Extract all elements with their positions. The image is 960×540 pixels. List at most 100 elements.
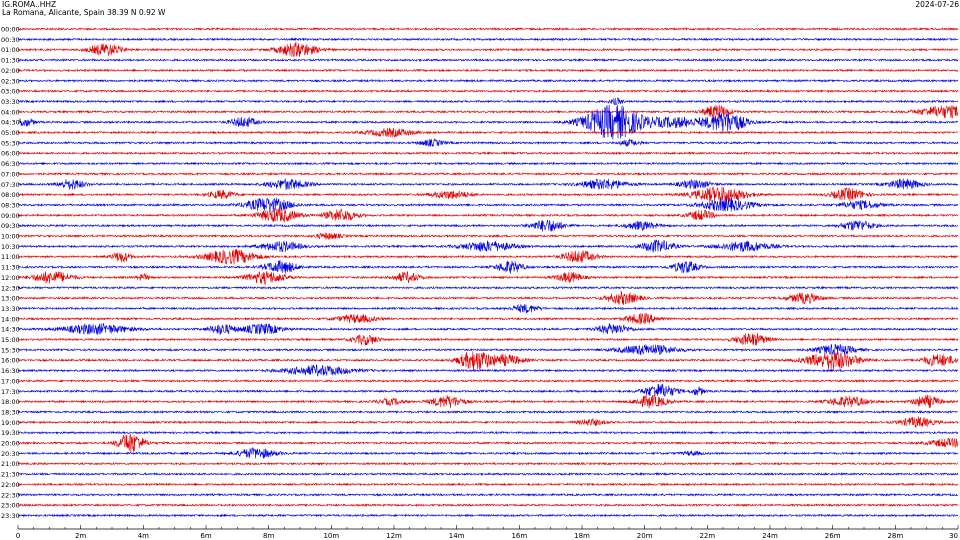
row-label: 08:00 <box>1 191 20 199</box>
trace-row-0730 <box>17 178 959 191</box>
trace-row-0030 <box>17 37 959 42</box>
row-label: 05:00 <box>1 129 20 137</box>
row-label: 18:30 <box>1 408 20 416</box>
x-tick-label: 6m <box>200 532 211 540</box>
x-tick-label: 18m <box>574 532 590 540</box>
trace-row-1430 <box>17 322 959 336</box>
station-id: IG.ROMA..HHZ <box>2 0 57 9</box>
trace-row-0630 <box>17 161 959 166</box>
x-tick-label: 24m <box>762 532 778 540</box>
trace-group <box>17 26 959 518</box>
trace-row-0130 <box>18 58 959 63</box>
row-label: 20:30 <box>1 450 20 458</box>
row-label: 06:00 <box>1 150 20 158</box>
row-label: 21:30 <box>1 471 20 479</box>
x-tick-label: 14m <box>449 532 465 540</box>
x-tick-label: 16m <box>511 532 527 540</box>
trace-row-1130 <box>17 259 959 274</box>
trace-row-1200 <box>17 271 959 285</box>
x-tick-label: 22m <box>699 532 715 540</box>
trace-row-0530 <box>17 138 959 148</box>
row-label: 02:30 <box>1 77 20 85</box>
x-tick-label: 10m <box>323 532 339 540</box>
row-label: 03:30 <box>1 98 20 106</box>
row-label: 05:30 <box>1 139 20 147</box>
trace-row-0830 <box>17 197 959 213</box>
row-label: 21:00 <box>1 460 20 468</box>
trace-row-1530 <box>18 343 959 356</box>
trace-row-0430 <box>17 104 959 140</box>
trace-row-0300 <box>17 89 959 94</box>
row-label: 22:30 <box>1 491 20 499</box>
trace-row-0100 <box>17 41 959 58</box>
trace-row-0230 <box>17 78 959 83</box>
trace-row-0400 <box>17 104 959 119</box>
trace-row-1730 <box>17 383 959 397</box>
row-label: 12:00 <box>1 274 20 282</box>
trace-row-1100 <box>17 249 959 265</box>
trace-row-1030 <box>17 239 959 253</box>
trace-row-2130 <box>17 472 959 477</box>
trace-row-0600 <box>17 151 959 156</box>
x-tick-label: 26m <box>825 532 841 540</box>
row-label-group: 00:00 00:30 01:00 01:30 02:00 02:30 03:00 03:30… <box>1 26 20 520</box>
row-label: 10:00 <box>1 233 20 241</box>
x-tick-label: 2m <box>75 532 86 540</box>
row-label: 20:00 <box>1 440 20 448</box>
row-label: 12:30 <box>1 284 20 292</box>
row-label: 00:30 <box>1 36 20 44</box>
row-label: 22:00 <box>1 481 20 489</box>
trace-row-1500 <box>17 332 959 346</box>
row-label: 07:00 <box>1 170 20 178</box>
row-label: 15:00 <box>1 336 20 344</box>
row-label: 23:30 <box>1 512 20 520</box>
row-label: 09:30 <box>1 222 20 230</box>
row-label: 23:00 <box>1 502 20 510</box>
x-tick-label: 4m <box>138 532 149 540</box>
row-label: 19:30 <box>1 429 20 437</box>
row-label: 14:30 <box>1 326 20 334</box>
x-axis: 0 2m 4m 6m 8m 10m 12m 14m 16m 18m 20m 22m 24m 26m 28m 3… <box>16 525 959 540</box>
trace-row-0000 <box>17 26 959 32</box>
row-label: 04:30 <box>1 119 20 127</box>
trace-row-0930 <box>17 219 959 232</box>
row-label: 13:30 <box>1 305 20 313</box>
trace-row-2330 <box>17 513 959 518</box>
row-label: 14:00 <box>1 315 20 323</box>
row-label: 06:30 <box>1 160 20 168</box>
trace-row-0700 <box>17 171 959 176</box>
trace-row-2100 <box>17 461 959 466</box>
row-label: 11:30 <box>1 264 20 272</box>
x-tick-label: 0 <box>16 532 20 540</box>
row-label: 17:00 <box>1 377 20 385</box>
x-tick-label: 8m <box>263 532 274 540</box>
trace-row-1000 <box>17 232 959 241</box>
row-label: 01:00 <box>1 46 20 54</box>
trace-row-2000 <box>17 434 959 453</box>
row-label: 17:30 <box>1 388 20 396</box>
station-location: La Romana, Alicante, Spain 38.39 N 0.92 … <box>2 8 166 17</box>
trace-row-0500 <box>17 127 959 139</box>
trace-row-1400 <box>17 312 959 325</box>
row-label: 00:00 <box>1 26 20 34</box>
row-label: 10:30 <box>1 243 20 251</box>
row-label: 07:30 <box>1 181 20 189</box>
x-tick-label: 28m <box>887 532 903 540</box>
x-tick-label: 30 <box>949 532 958 540</box>
trace-row-2200 <box>17 482 959 487</box>
trace-row-0330 <box>17 97 959 106</box>
row-label: 04:00 <box>1 108 20 116</box>
row-label: 15:30 <box>1 346 20 354</box>
trace-row-1800 <box>17 394 959 409</box>
row-label: 02:00 <box>1 67 20 75</box>
x-tick-label: 12m <box>386 532 402 540</box>
row-label: 09:00 <box>1 212 20 220</box>
plot-date: 2024-07-26 <box>915 0 959 9</box>
trace-row-1330 <box>17 303 959 314</box>
trace-row-1900 <box>17 416 959 428</box>
row-label: 16:30 <box>1 367 20 375</box>
trace-row-1230 <box>17 285 959 290</box>
trace-row-2030 <box>17 446 959 460</box>
trace-row-0900 <box>17 207 959 223</box>
